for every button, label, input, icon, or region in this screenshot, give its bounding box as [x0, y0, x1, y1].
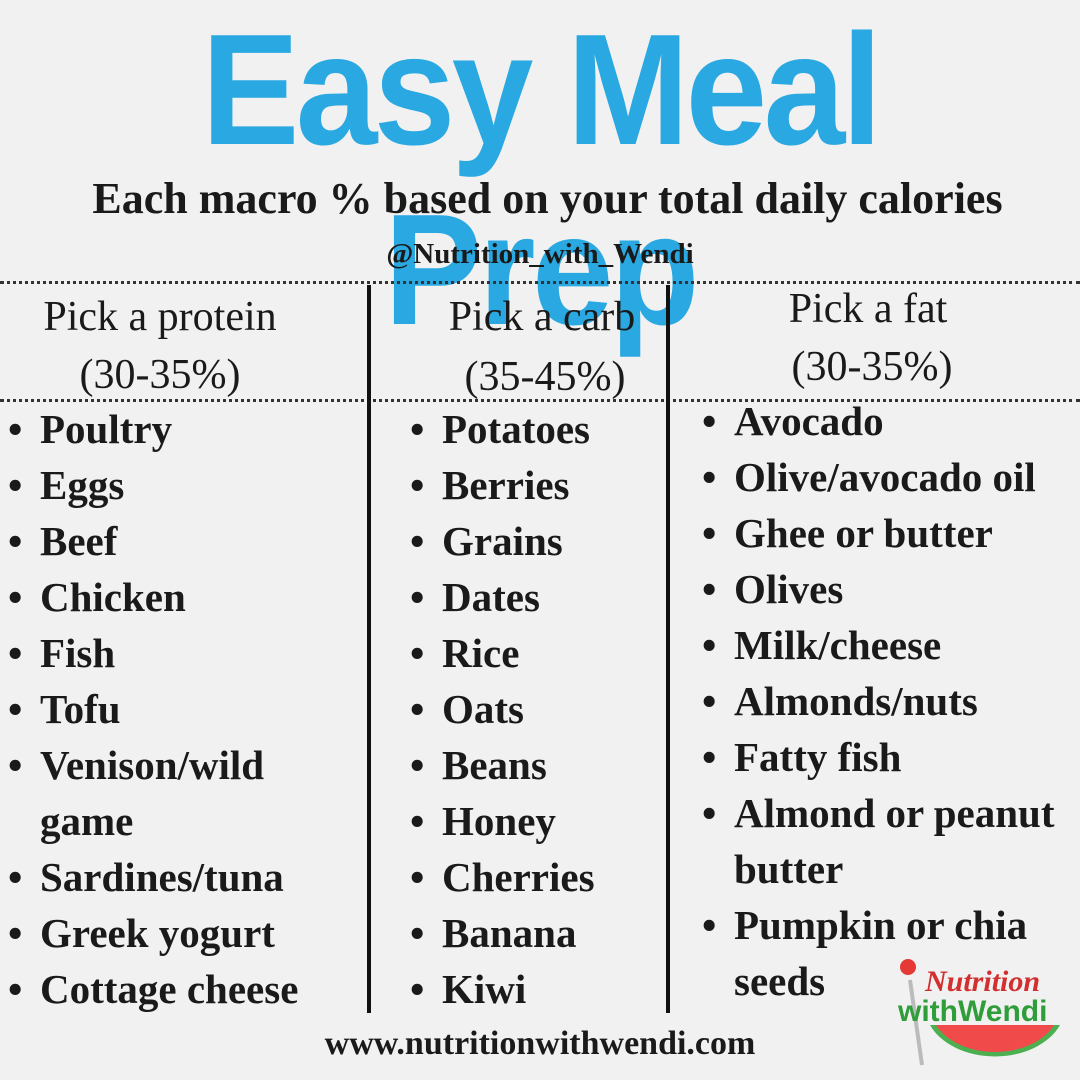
handle: @Nutrition_with_Wendi [386, 238, 694, 270]
subtitle: Each macro % based on your total daily c… [92, 174, 1003, 223]
list-item: Beans [410, 737, 662, 793]
list-item: Chicken [8, 569, 340, 625]
list-item: Cottage cheese [8, 961, 340, 1017]
list-item: Ghee or butter [702, 505, 1080, 561]
list-item: Grains [410, 513, 662, 569]
list-item: Tofu [8, 681, 340, 737]
list-item: Venison/wild game [8, 737, 340, 849]
fork [908, 979, 924, 1066]
logo: Nutrition withWendi [897, 959, 1060, 1066]
list-item: Berries [410, 457, 662, 513]
list-item: Oats [410, 681, 662, 737]
list-item: Milk/cheese [702, 617, 1080, 673]
column-heading: Pick a carb [448, 294, 636, 340]
column-heading: Pick a fat [788, 286, 948, 332]
logo-text: Nutrition [924, 965, 1040, 998]
list-item: Beef [8, 513, 340, 569]
column-line [367, 285, 371, 1013]
column-line [666, 285, 670, 1013]
list-item: Honey [410, 793, 662, 849]
column-range: (35-45%) [464, 354, 626, 400]
footer-url: www.nutritionwithwendi.com [324, 1025, 756, 1062]
list-item: Almonds/nuts [702, 673, 1080, 729]
list-item: Olive/avocado oil [702, 449, 1080, 505]
column-heading: Pick a protein [43, 294, 277, 340]
list-item: Banana [410, 905, 662, 961]
list-item: Greek yogurt [8, 905, 340, 961]
list-item: Eggs [8, 457, 340, 513]
tomato [900, 959, 916, 975]
list-item: Cherries [410, 849, 662, 905]
list-item: Dates [410, 569, 662, 625]
title: Easy Meal Prep [201, 2, 882, 358]
list-item: Olives [702, 561, 1080, 617]
watermelon-flesh [936, 1025, 1054, 1052]
item-list: PotatoesBerriesGrainsDatesRiceOatsBeansH… [410, 401, 662, 1017]
item-list: PoultryEggsBeefChickenFishTofuVenison/wi… [8, 401, 340, 1017]
column-range: (30-35%) [79, 352, 241, 398]
list-item: Fatty fish [702, 729, 1080, 785]
list-item: Fish [8, 625, 340, 681]
divider [0, 281, 1080, 284]
list-item: Rice [410, 625, 662, 681]
logo-text: withWendi [897, 995, 1047, 1028]
list-item: Potatoes [410, 401, 662, 457]
column-range: (30-35%) [791, 344, 953, 390]
item-list: AvocadoOlive/avocado oilGhee or butterOl… [702, 393, 1080, 1009]
list-item: Almond or peanut butter [702, 785, 1080, 897]
list-item: Sardines/tuna [8, 849, 340, 905]
list-item: Poultry [8, 401, 340, 457]
list-item: Pumpkin or chia seeds [702, 897, 1080, 1009]
list-item: Kiwi [410, 961, 662, 1017]
list-item: Avocado [702, 393, 1080, 449]
